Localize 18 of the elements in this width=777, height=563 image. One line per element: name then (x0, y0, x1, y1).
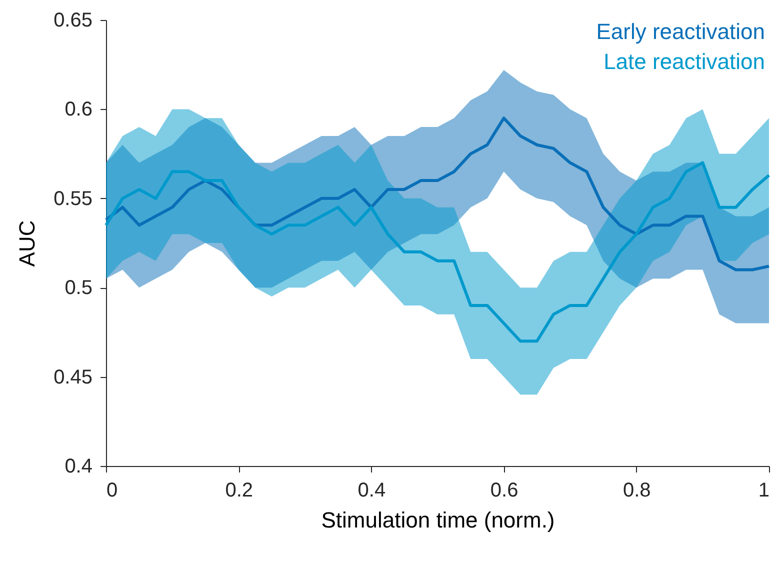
x-tick-label: 0.8 (622, 480, 651, 502)
line-series (104, 161, 770, 343)
y-tick-label: 0.6 (64, 98, 92, 121)
y-tick-label: 0.65 (54, 10, 92, 32)
x-tick-label: 0.2 (225, 480, 254, 502)
x-axis-title: Stimulation time (norm.) (321, 508, 555, 532)
y-tick-label: 0.5 (64, 277, 92, 300)
line-series (104, 116, 770, 272)
y-tick-label: 0.4 (64, 456, 92, 478)
y-axis-title: AUC (14, 220, 40, 267)
y-tick-label: 0.55 (54, 188, 92, 210)
text: Early reactivation (596, 19, 765, 44)
y-tick-label: 0.45 (54, 366, 92, 388)
text: Late reactivation (604, 49, 765, 74)
x-tick-label: 0.4 (358, 480, 386, 502)
x-tick-label: 1 (758, 480, 770, 502)
x-tick-label: 0.6 (490, 480, 518, 502)
x-tick-label: 0 (106, 480, 118, 502)
